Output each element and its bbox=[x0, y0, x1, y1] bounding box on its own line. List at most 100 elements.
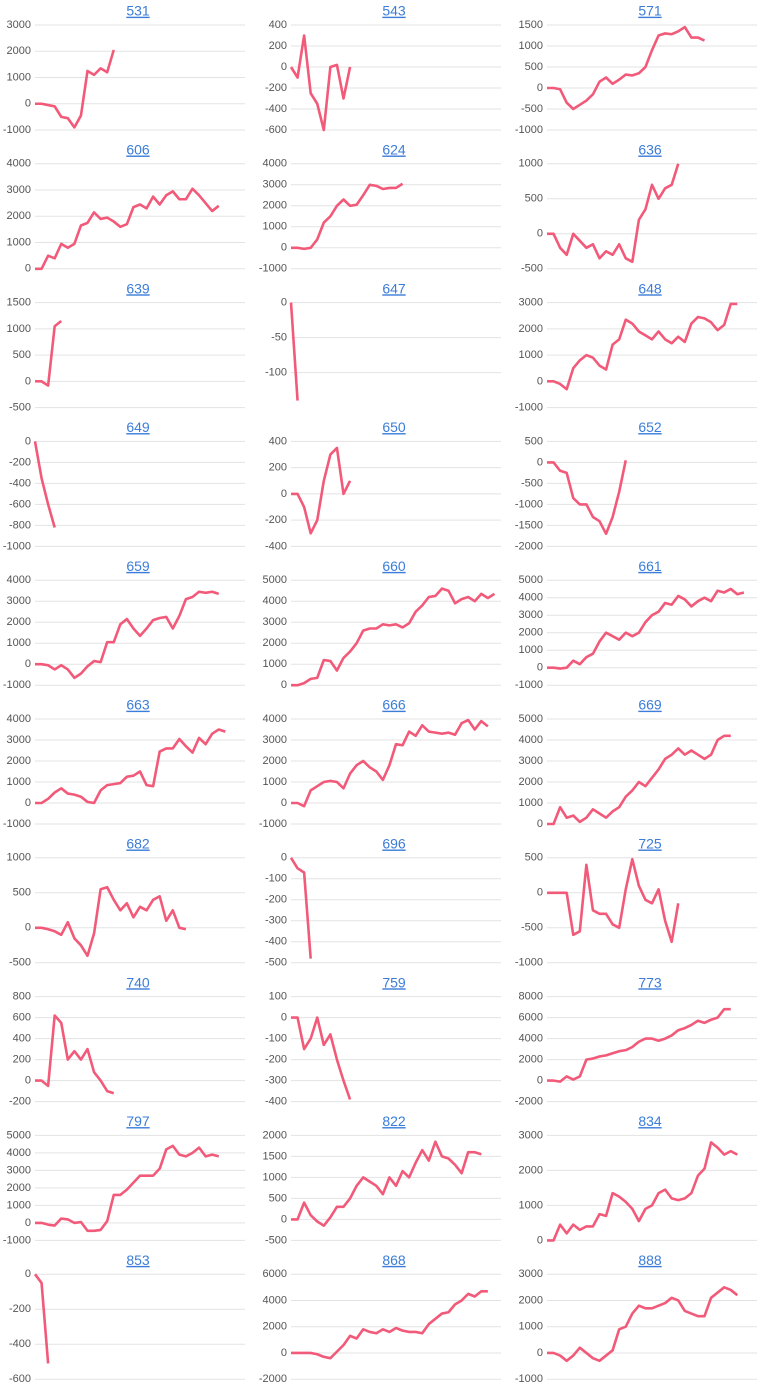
y-tick-label: 0 bbox=[537, 82, 543, 94]
y-tick-label: 3000 bbox=[263, 734, 287, 746]
y-tick-label: 1000 bbox=[519, 797, 543, 809]
y-tick-label: 1000 bbox=[519, 1321, 543, 1333]
y-tick-label: 500 bbox=[269, 1192, 287, 1204]
y-tick-label: 3000 bbox=[519, 1129, 543, 1141]
y-tick-label: -300 bbox=[265, 915, 287, 927]
y-tick-label: 0 bbox=[537, 662, 543, 674]
y-tick-label: 800 bbox=[13, 991, 31, 1003]
chart-title[interactable]: 571 bbox=[638, 3, 662, 19]
y-tick-label: 0 bbox=[25, 922, 31, 934]
y-tick-label: 500 bbox=[525, 852, 543, 864]
y-tick-label: 3000 bbox=[519, 297, 543, 309]
y-tick-label: 2000 bbox=[263, 1129, 287, 1141]
chart-title[interactable]: 649 bbox=[126, 419, 150, 435]
data-line bbox=[35, 590, 220, 680]
chart-title[interactable]: 868 bbox=[382, 1252, 406, 1268]
y-tick-label: 1500 bbox=[263, 1150, 287, 1162]
y-tick-label: -1000 bbox=[515, 402, 543, 414]
y-tick-label: 1000 bbox=[7, 71, 31, 83]
y-tick-label: -400 bbox=[9, 477, 31, 489]
chart-title[interactable]: 663 bbox=[126, 697, 150, 713]
data-line bbox=[547, 1007, 731, 1083]
data-line bbox=[35, 728, 226, 805]
data-line bbox=[291, 1016, 352, 1100]
y-tick-label: 2000 bbox=[519, 1164, 543, 1176]
chart-title[interactable]: 650 bbox=[382, 419, 406, 435]
y-tick-label: 1000 bbox=[263, 1171, 287, 1183]
y-tick-label: 2000 bbox=[7, 45, 31, 57]
chart-title[interactable]: 661 bbox=[638, 558, 662, 574]
chart-title[interactable]: 660 bbox=[382, 558, 406, 574]
y-tick-label: -500 bbox=[521, 477, 543, 489]
data-line bbox=[547, 163, 680, 264]
y-tick-label: -2000 bbox=[515, 540, 543, 552]
y-tick-label: -200 bbox=[9, 1303, 31, 1315]
y-tick-label: 1000 bbox=[263, 776, 287, 788]
y-tick-label: 100 bbox=[269, 991, 287, 1003]
chart-title[interactable]: 531 bbox=[126, 3, 150, 19]
y-tick-label: -500 bbox=[9, 402, 31, 414]
chart-title[interactable]: 797 bbox=[126, 1113, 150, 1129]
y-tick-label: 2000 bbox=[519, 627, 543, 639]
chart-title[interactable]: 647 bbox=[382, 280, 406, 296]
chart-title[interactable]: 696 bbox=[382, 836, 406, 852]
data-line bbox=[291, 182, 404, 251]
data-line bbox=[35, 187, 220, 271]
y-tick-label: 0 bbox=[25, 435, 31, 447]
data-line bbox=[33, 1273, 50, 1364]
chart-title[interactable]: 666 bbox=[382, 697, 406, 713]
chart-title[interactable]: 822 bbox=[382, 1113, 406, 1129]
data-line bbox=[291, 1289, 488, 1360]
y-tick-label: 0 bbox=[25, 263, 31, 275]
chart-title[interactable]: 682 bbox=[126, 836, 150, 852]
y-tick-label: -200 bbox=[265, 1054, 287, 1066]
chart-title[interactable]: 725 bbox=[638, 836, 662, 852]
chart-title[interactable]: 624 bbox=[382, 142, 406, 158]
chart-title[interactable]: 773 bbox=[638, 974, 662, 990]
y-tick-label: 3000 bbox=[519, 755, 543, 767]
data-line bbox=[547, 734, 731, 826]
y-tick-label: 2000 bbox=[263, 755, 287, 767]
chart-title[interactable]: 669 bbox=[638, 697, 662, 713]
y-tick-label: 0 bbox=[281, 852, 287, 864]
chart-title[interactable]: 659 bbox=[126, 558, 150, 574]
y-tick-label: 0 bbox=[25, 797, 31, 809]
y-tick-label: -500 bbox=[521, 263, 543, 275]
y-tick-label: 0 bbox=[537, 1347, 543, 1359]
chart-title[interactable]: 888 bbox=[638, 1252, 662, 1268]
y-tick-label: 3000 bbox=[519, 1268, 543, 1280]
y-tick-label: 1000 bbox=[519, 1199, 543, 1211]
y-tick-label: -50 bbox=[271, 332, 287, 344]
y-tick-label: 2000 bbox=[263, 1321, 287, 1333]
y-tick-label: -400 bbox=[9, 1338, 31, 1350]
y-tick-label: -1000 bbox=[515, 124, 543, 136]
chart-title[interactable]: 853 bbox=[126, 1252, 150, 1268]
y-tick-label: 4000 bbox=[7, 574, 31, 586]
y-tick-label: 4000 bbox=[263, 713, 287, 725]
y-tick-label: 400 bbox=[269, 19, 287, 31]
y-tick-label: 0 bbox=[25, 1075, 31, 1087]
chart-title[interactable]: 652 bbox=[638, 419, 662, 435]
chart-title[interactable]: 543 bbox=[382, 3, 406, 19]
y-tick-label: 600 bbox=[13, 1012, 31, 1024]
chart-title[interactable]: 759 bbox=[382, 974, 406, 990]
y-tick-label: -1000 bbox=[515, 1373, 543, 1385]
chart-title[interactable]: 639 bbox=[126, 280, 150, 296]
y-tick-label: -1000 bbox=[3, 124, 31, 136]
chart-title[interactable]: 834 bbox=[638, 1113, 662, 1129]
y-tick-label: -400 bbox=[265, 103, 287, 115]
y-tick-label: 0 bbox=[281, 242, 287, 254]
y-tick-label: 0 bbox=[537, 818, 543, 830]
y-tick-label: 0 bbox=[281, 297, 287, 309]
y-tick-label: 4000 bbox=[7, 1147, 31, 1159]
y-tick-label: 200 bbox=[269, 40, 287, 52]
chart-title[interactable]: 648 bbox=[638, 280, 662, 296]
y-tick-label: -1000 bbox=[515, 498, 543, 510]
y-tick-label: -500 bbox=[265, 1234, 287, 1246]
chart-title[interactable]: 606 bbox=[126, 142, 150, 158]
y-tick-label: 1000 bbox=[7, 852, 31, 864]
y-tick-label: -200 bbox=[9, 1096, 31, 1108]
chart-title[interactable]: 636 bbox=[638, 142, 662, 158]
chart-title[interactable]: 740 bbox=[126, 974, 150, 990]
data-line bbox=[547, 460, 628, 536]
